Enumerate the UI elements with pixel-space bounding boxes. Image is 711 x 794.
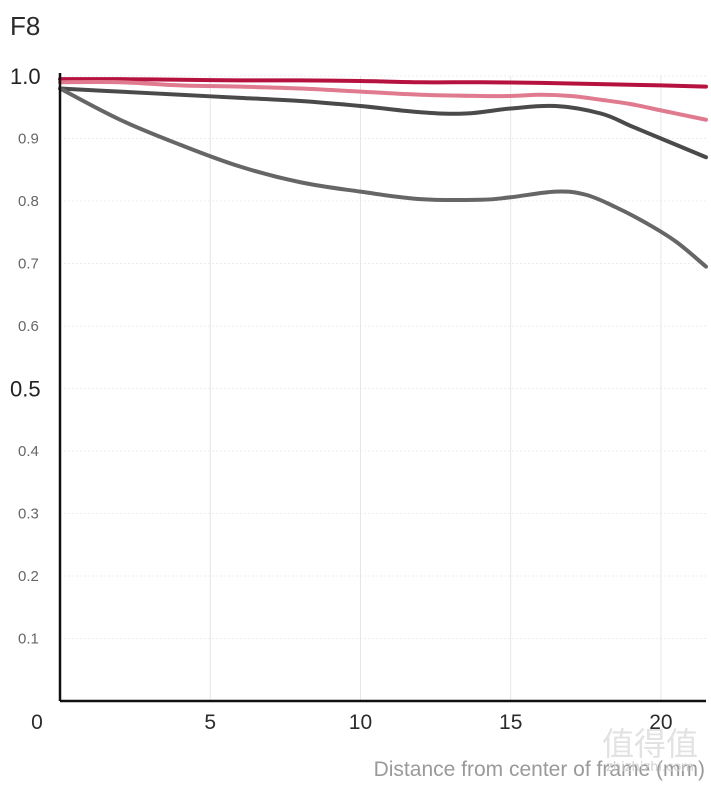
- series-line-2: [58, 80, 708, 122]
- series-line-4: [58, 86, 708, 269]
- watermark-main: 值得值: [602, 725, 698, 763]
- y-tick-label-1: 0.2: [18, 568, 39, 585]
- watermark: 值得值 zhizhizhi.com: [602, 725, 698, 775]
- series-line-3: [58, 86, 708, 160]
- y-tick-label-5: 0.6: [18, 318, 39, 335]
- tick-labels: 0.1 0.2 0.3 0.4 0.5 0.6 0.7 0.8 0.9 1.0 0 5 10 15 20: [10, 64, 673, 734]
- x-tick-label-2: 10: [349, 711, 372, 734]
- series-lines: [58, 77, 708, 269]
- y-tick-label-9: 1.0: [10, 64, 41, 89]
- y-tick-label-8: 0.9: [18, 131, 39, 148]
- axes: [58, 73, 706, 703]
- y-tick-label-0: 0.1: [18, 631, 39, 648]
- gridlines: [60, 75, 706, 701]
- x-axis-title: Distance from center of frame (mm): [374, 758, 705, 781]
- watermark-sub: zhizhizhi.com: [606, 760, 694, 775]
- y-tick-label-6: 0.7: [18, 256, 39, 273]
- y-tick-label-3: 0.4: [18, 443, 39, 460]
- y-tick-label-7: 0.8: [18, 193, 39, 210]
- series-line-1: [58, 77, 708, 89]
- x-tick-label-0: 0: [31, 711, 43, 734]
- y-tick-label-2: 0.3: [18, 506, 39, 523]
- x-tick-label-3: 15: [499, 711, 522, 734]
- x-tick-label-4: 20: [649, 711, 672, 734]
- x-tick-label-1: 5: [204, 711, 216, 734]
- y-tick-label-4: 0.5: [10, 377, 41, 402]
- chart-title: F8: [10, 11, 40, 41]
